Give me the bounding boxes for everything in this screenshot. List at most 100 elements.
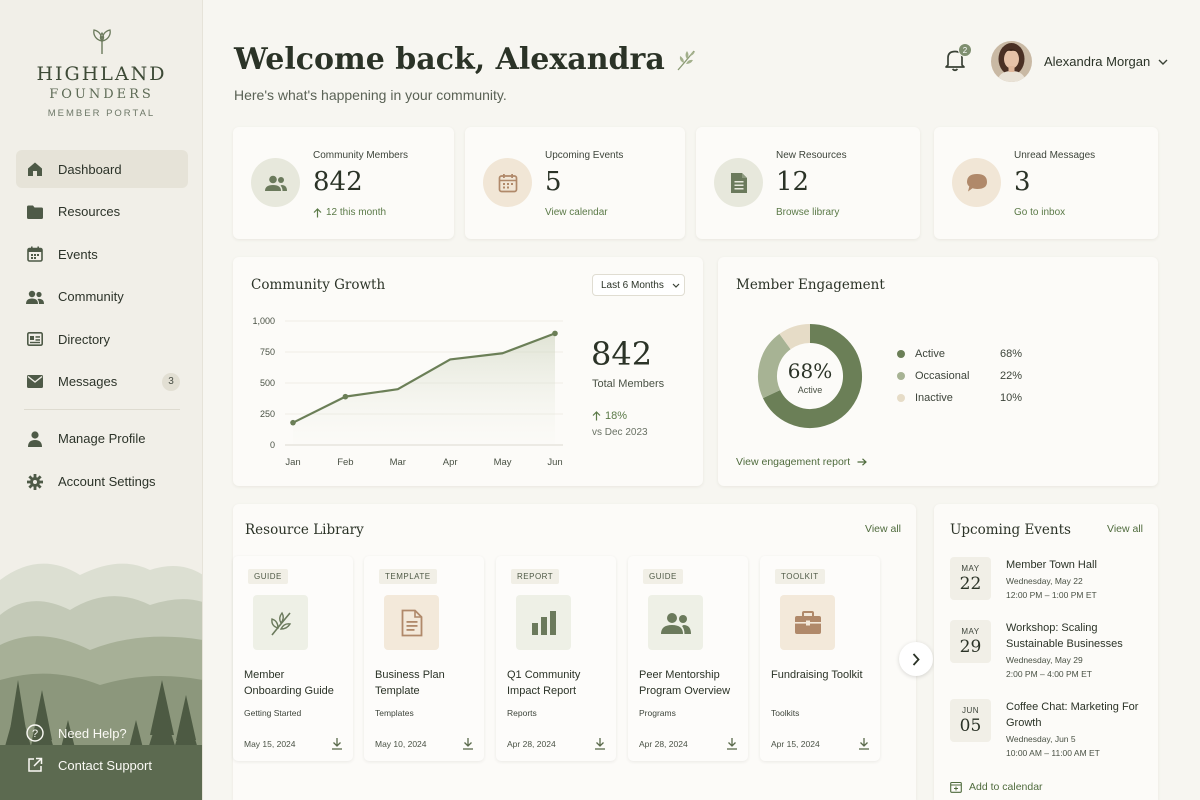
browse-library-text: Browse library [776,207,840,218]
brand-logo[interactable]: HIGHLAND FOUNDERS MEMBER PORTAL [0,28,202,119]
sidebar-item-events[interactable]: Events [16,235,188,273]
event-title: Coffee Chat: Marketing For Growth [1006,701,1139,729]
y-tick-label: 500 [260,378,275,388]
chevron-down-icon [672,283,680,288]
community-growth-card: Community Growth Last 6 Months 1,000 750 5… [233,257,703,486]
stat-label: Unread Messages [1014,150,1096,161]
download-icon[interactable] [726,737,738,750]
browse-library-link[interactable]: Browse library [776,207,839,218]
stat-label: Community Members [313,150,409,161]
data-point [290,419,296,426]
donut-slice-inactive [779,324,811,350]
need-help-link[interactable]: ? Need Help? [26,724,196,742]
resource-date: May 15, 2024 [244,739,296,749]
resource-category: Getting Started [244,708,302,718]
resource-thumbnail [384,595,439,650]
sidebar-item-resources[interactable]: Resources [16,193,188,231]
event-date: Wednesday, Jun 5 [1006,734,1076,744]
stat-icon-circle [251,158,300,207]
event-month: JUN [961,706,980,715]
add-to-calendar-link[interactable]: Add to calendar [950,781,1043,793]
contact-support-link[interactable]: Contact Support [26,756,196,774]
series-line [292,332,556,424]
download-icon[interactable] [462,737,474,750]
sidebar-item-account-settings[interactable]: Account Settings [16,463,188,501]
nav-divider [24,408,180,410]
document-icon [401,609,422,636]
resource-title: Member Onboarding Guide [244,669,334,697]
resource-card[interactable]: GUIDE Peer Mentorship Program Overview P… [628,556,748,761]
growth-comparison: vs Dec 2023 [592,427,648,438]
resource-thumbnail [253,595,308,650]
resource-library-title: Resource Library [245,522,364,538]
x-tick-label: Apr [443,457,458,468]
stat-card-community-members: Community Members 842 12 this month [233,127,454,239]
download-icon[interactable] [858,737,870,750]
x-tick-label: Jun [547,457,562,468]
date-range-select[interactable]: Last 6 Months [592,274,685,296]
chat-bubble-icon [966,173,987,191]
resources-view-all-link[interactable]: View all [865,523,901,535]
sprout-logo-icon [92,29,111,54]
x-tick-label: May [494,457,512,468]
y-tick-label: 0 [270,440,275,450]
event-date-badge: MAY 29 [950,620,991,663]
sidebar-item-messages[interactable]: Messages 3 [16,363,188,401]
person-icon [26,430,44,448]
avatar[interactable] [991,41,1032,82]
notifications-button[interactable]: 2 [944,43,972,76]
x-tick-label: Jan [285,457,300,468]
user-menu[interactable]: Alexandra Morgan [1044,54,1168,69]
sidebar-item-label: Directory [58,331,111,347]
event-day: 29 [959,637,982,657]
chevron-right-icon [912,652,920,666]
arrow-right-icon [857,458,868,466]
download-icon[interactable] [594,737,606,750]
engagement-donut-chart [758,324,862,428]
go-to-inbox-text: Go to inbox [1014,207,1066,218]
event-day: 22 [959,574,982,594]
donut-center-label: Active [797,385,823,395]
resource-category: Toolkits [771,708,800,718]
resource-card[interactable]: TOOLKIT Fundraising Toolkit Toolkits Apr… [760,556,880,761]
event-date: Wednesday, May 29 [1006,655,1083,665]
resource-card[interactable]: GUIDE Member Onboarding Guide Getting St… [233,556,353,761]
sidebar-item-dashboard[interactable]: Dashboard [16,150,188,188]
stat-value: 5 [545,167,562,197]
sidebar: HIGHLAND FOUNDERS MEMBER PORTAL Dashboar… [0,0,203,800]
event-title: Member Town Hall [1006,559,1097,571]
stat-icon-circle [483,158,532,207]
event-time: 12:00 PM – 1:00 PM ET [1006,590,1097,600]
carousel-next-button[interactable] [899,642,933,676]
download-icon[interactable] [331,737,343,750]
sidebar-item-manage-profile[interactable]: Manage Profile [16,420,188,458]
go-to-inbox-link[interactable]: Go to inbox [1014,207,1065,218]
calendar-icon [26,245,44,263]
external-link-icon [26,756,44,774]
event-date-badge: MAY 22 [950,557,991,600]
welcome-text: Welcome back, Alexandra [234,42,665,77]
contact-card-icon [26,330,44,348]
resource-card[interactable]: TEMPLATE Business Plan Template Template… [364,556,484,761]
event-month: MAY [961,564,980,573]
resource-tag: GUIDE [248,569,288,584]
stat-card-upcoming-events: Upcoming Events 5 View calendar [465,127,685,239]
events-view-all-link[interactable]: View all [1107,523,1143,535]
legend-item-occasional: Occasional 22% [897,370,1022,382]
donut-slice-active [762,324,862,428]
stat-card-unread-messages: Unread Messages 3 Go to inbox [934,127,1158,239]
legend-label: Occasional [915,370,970,382]
sidebar-item-directory[interactable]: Directory [16,320,188,358]
legend-value: 68% [999,348,1022,360]
view-engagement-report-text: View engagement report [736,456,851,468]
resource-date: Apr 28, 2024 [507,739,556,749]
view-calendar-link[interactable]: View calendar [545,207,608,218]
stat-change-text: 12 this month [326,207,387,218]
resource-card[interactable]: REPORT Q1 Community Impact Report Report… [496,556,616,761]
event-title: Workshop: Scaling Sustainable Businesses [1006,622,1123,650]
view-engagement-report-link[interactable]: View engagement report [736,456,868,468]
stat-card-new-resources: New Resources 12 Browse library [696,127,920,239]
calendar-icon [498,173,517,192]
help-circle-icon: ? [26,724,44,742]
sidebar-item-community[interactable]: Community [16,278,188,316]
